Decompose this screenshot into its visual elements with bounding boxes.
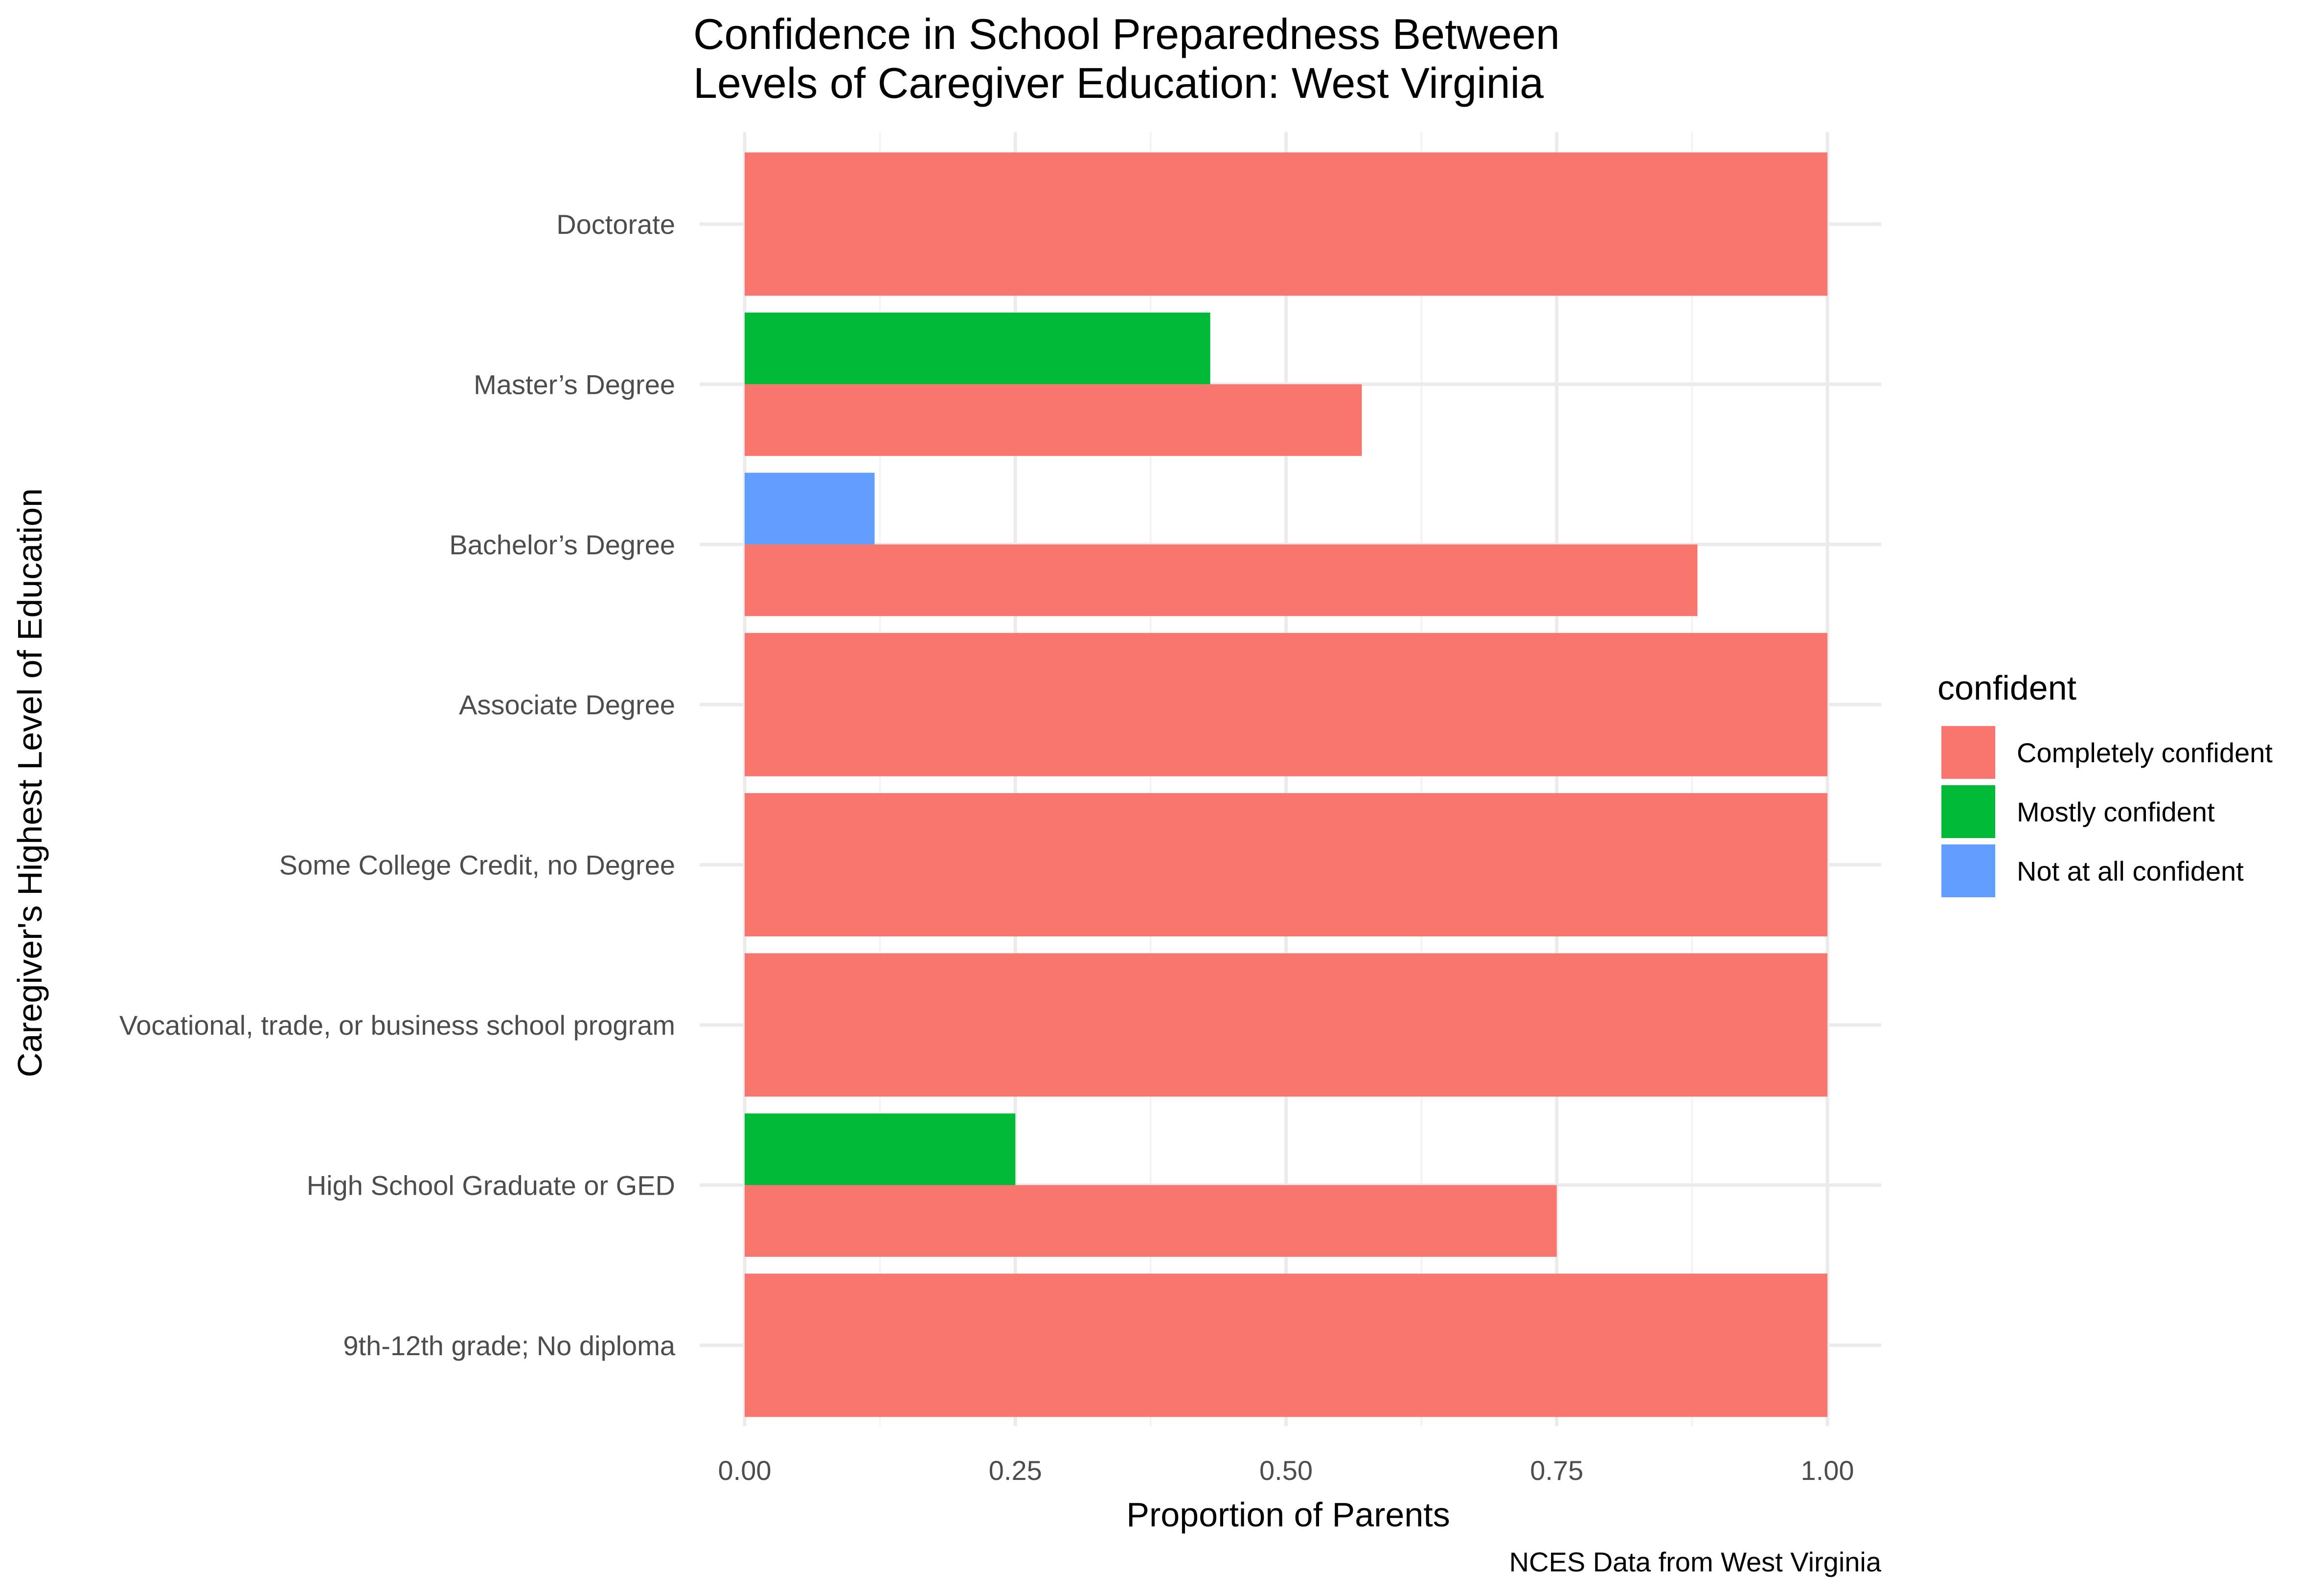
legend-title: confident [1937, 669, 2076, 707]
chart-title-line-1: Confidence in School Preparedness Betwee… [693, 10, 1560, 58]
bar-completely-confident-some-college-credit-no-degree [745, 793, 1827, 937]
y-tick-label-doctorate: Doctorate [556, 209, 675, 240]
y-tick-label-master-s-degree: Master’s Degree [474, 369, 675, 400]
y-tick-label-associate-degree: Associate Degree [459, 689, 675, 720]
x-tick-label: 0.25 [989, 1455, 1042, 1486]
x-tick-labels: 0.00 0.25 0.50 0.75 1.00 [718, 1455, 1854, 1486]
bar-mostly-confident-high-school-graduate-or-ged [745, 1113, 1016, 1185]
x-tick-label: 0.00 [718, 1455, 772, 1486]
legend-label-not-at-all-confident: Not at all confident [2017, 856, 2244, 886]
bar-completely-confident-bachelor-s-degree [745, 544, 1698, 616]
bar-mostly-confident-master-s-degree [745, 312, 1210, 385]
caption: NCES Data from West Virginia [1509, 1546, 1882, 1577]
y-tick-label-some-college-credit-no-degree: Some College Credit, no Degree [279, 850, 675, 881]
bar-completely-confident-master-s-degree [745, 384, 1362, 456]
bars [745, 152, 1827, 1417]
bar-completely-confident-vocational-trade-or-business-school-program [745, 953, 1827, 1097]
chart-title-line-2: Levels of Caregiver Education: West Virg… [693, 59, 1544, 107]
y-tick-label-bachelor-s-degree: Bachelor’s Degree [449, 529, 675, 560]
x-tick-label: 0.50 [1259, 1455, 1313, 1486]
legend-key-not-at-all-confident [1941, 844, 1995, 897]
legend-label-mostly-confident: Mostly confident [2017, 796, 2215, 827]
legend-key-mostly-confident [1941, 785, 1995, 838]
bar-completely-confident-doctorate [745, 152, 1827, 296]
legend-key-completely-confident [1941, 726, 1995, 779]
bar-completely-confident-associate-degree [745, 633, 1827, 776]
chart-title: Confidence in School Preparedness Betwee… [693, 10, 1560, 107]
y-tick-label-9th-12th-grade-no-diploma: 9th-12th grade; No diploma [343, 1330, 676, 1361]
legend: confident Completely confident Mostly con… [1937, 669, 2273, 897]
y-axis-title: Caregiver's Highest Level of Education [11, 488, 49, 1077]
x-tick-label: 1.00 [1801, 1455, 1854, 1486]
bar-completely-confident-high-school-graduate-or-ged [745, 1185, 1557, 1257]
y-tick-label-high-school-graduate-or-ged: High School Graduate or GED [307, 1170, 675, 1201]
bar-not-at-all-confident-bachelor-s-degree [745, 473, 875, 545]
bar-completely-confident-9th-12th-grade-no-diploma [745, 1273, 1827, 1417]
x-tick-label: 0.75 [1530, 1455, 1583, 1486]
legend-label-completely-confident: Completely confident [2017, 737, 2273, 768]
x-axis-title: Proportion of Parents [1126, 1496, 1450, 1534]
y-tick-labels: Doctorate Master’s Degree Bachelor’s Degre… [119, 209, 676, 1361]
y-tick-label-vocational-trade-or-business-school-program: Vocational, trade, or business school pr… [119, 1010, 675, 1041]
